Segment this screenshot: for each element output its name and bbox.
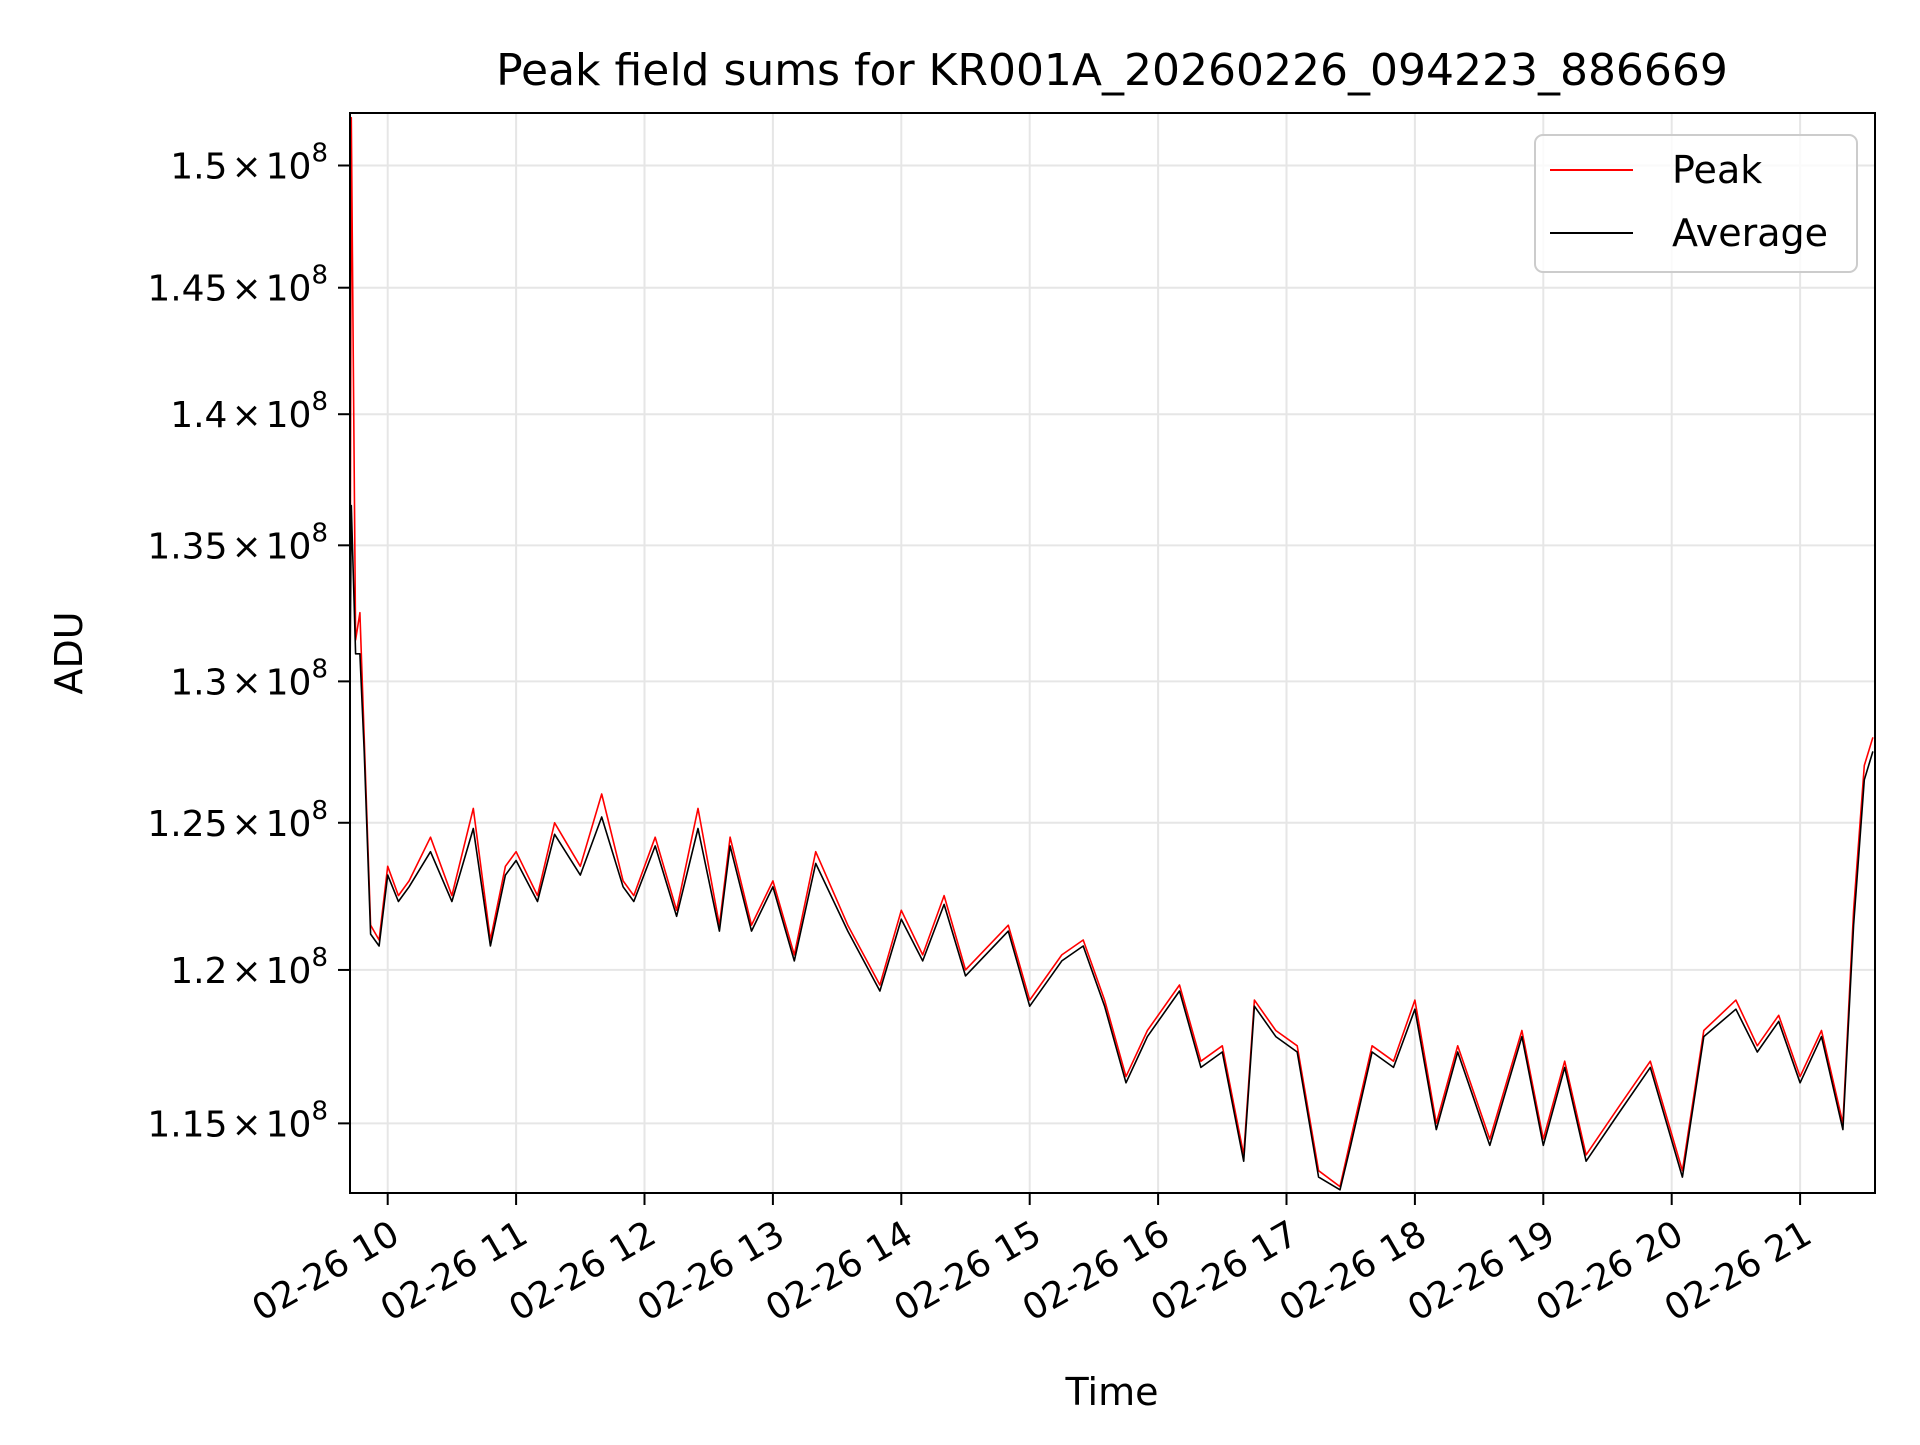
x-axis-label: Time [1065, 1370, 1159, 1414]
y-tick-label-times: × [231, 662, 261, 703]
chart-title: Peak field sums for KR001A_20260226_0942… [496, 45, 1728, 96]
y-tick-label-exp: 8 [311, 654, 328, 684]
y-tick-label-mantissa: 1.25 [147, 804, 227, 845]
legend-label-average: Average [1672, 211, 1828, 255]
y-tick-label-base: 10 [266, 1104, 312, 1145]
y-tick-label-exp: 8 [311, 387, 328, 417]
y-tick-label-mantissa: 1.4 [170, 395, 227, 436]
y-tick-label: 1.3 × 108 [170, 654, 328, 703]
y-tick-label-mantissa: 1.5 [170, 146, 227, 187]
y-tick-label-mantissa: 1.45 [147, 269, 227, 310]
y-tick-label-exp: 8 [311, 796, 328, 826]
y-tick-label-times: × [231, 1104, 261, 1145]
series-group [350, 116, 1874, 1191]
y-tick-label-times: × [231, 951, 261, 992]
y-tick-label-exp: 8 [311, 518, 328, 548]
y-tick-label-base: 10 [266, 804, 312, 845]
y-tick-label-base: 10 [266, 951, 312, 992]
y-tick-label-base: 10 [266, 526, 312, 567]
y-tick-label-exp: 8 [311, 261, 328, 291]
y-tick-label-mantissa: 1.35 [147, 526, 227, 567]
y-tick-label: 1.35 × 108 [147, 518, 328, 567]
y-tick-label: 1.5 × 108 [170, 138, 328, 187]
y-tick-label-mantissa: 1.3 [170, 662, 227, 703]
y-tick-label-base: 10 [266, 146, 312, 187]
y-tick-label: 1.45 × 108 [147, 261, 328, 310]
plot-frame [349, 112, 1876, 1194]
y-tick-label-base: 10 [266, 269, 312, 310]
y-tick-label-times: × [231, 395, 261, 436]
series-line-average [350, 504, 1874, 1191]
y-tick-label: 1.15 × 108 [147, 1096, 328, 1145]
y-tick-label: 1.4 × 108 [170, 387, 328, 436]
y-tick-label-exp: 8 [311, 943, 328, 973]
y-tick-label: 1.2 × 108 [170, 943, 328, 992]
y-tick-label-mantissa: 1.15 [147, 1104, 227, 1145]
y-axis-label: ADU [47, 611, 91, 694]
y-tick-label-times: × [231, 269, 261, 310]
y-tick-label-times: × [231, 146, 261, 187]
y-tick-label-base: 10 [266, 662, 312, 703]
legend: Peak Average [1534, 134, 1858, 273]
y-tick-label-mantissa: 1.2 [170, 951, 227, 992]
y-tick-label-times: × [231, 804, 261, 845]
y-tick-label-exp: 8 [311, 138, 328, 168]
y-tick-label-times: × [231, 526, 261, 567]
y-tick-label-base: 10 [266, 395, 312, 436]
y-tick-label-exp: 8 [311, 1096, 328, 1126]
y-tick-label: 1.25 × 108 [147, 796, 328, 845]
legend-label-peak: Peak [1672, 148, 1762, 192]
series-line-peak [350, 116, 1874, 1188]
